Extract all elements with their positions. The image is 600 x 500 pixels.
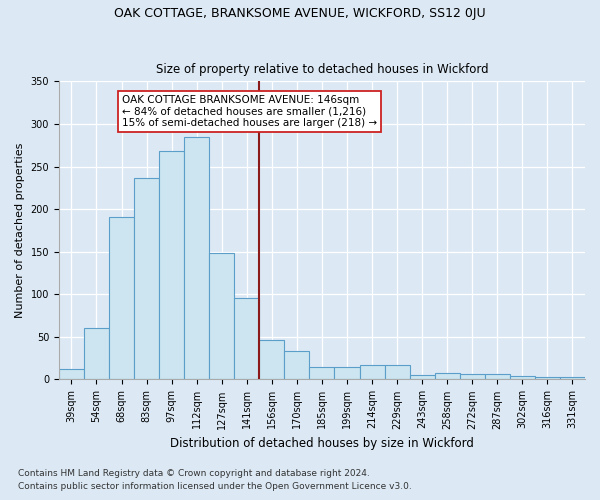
Bar (310, 366, 334, 380)
Bar (284, 352, 310, 380)
Bar (109, 217, 134, 380)
Bar (385, 365, 410, 380)
Title: Size of property relative to detached houses in Wickford: Size of property relative to detached ho… (155, 63, 488, 76)
Bar (359, 365, 385, 380)
Bar (59, 369, 84, 380)
Bar (460, 374, 485, 380)
Text: OAK COTTAGE BRANKSOME AVENUE: 146sqm
← 84% of detached houses are smaller (1,216: OAK COTTAGE BRANKSOME AVENUE: 146sqm ← 8… (122, 94, 377, 128)
Bar (485, 374, 510, 380)
Text: OAK COTTAGE, BRANKSOME AVENUE, WICKFORD, SS12 0JU: OAK COTTAGE, BRANKSOME AVENUE, WICKFORD,… (114, 8, 486, 20)
Bar (560, 377, 585, 380)
Y-axis label: Number of detached properties: Number of detached properties (15, 142, 25, 318)
Bar (209, 254, 234, 380)
Bar (234, 298, 259, 380)
X-axis label: Distribution of detached houses by size in Wickford: Distribution of detached houses by size … (170, 437, 474, 450)
Bar (84, 328, 109, 380)
Bar (334, 366, 359, 380)
Bar (159, 151, 184, 380)
Bar (410, 375, 434, 380)
Bar (434, 372, 460, 380)
Text: Contains HM Land Registry data © Crown copyright and database right 2024.: Contains HM Land Registry data © Crown c… (18, 468, 370, 477)
Bar (259, 340, 284, 380)
Bar (510, 376, 535, 380)
Bar (535, 377, 560, 380)
Bar (134, 178, 159, 380)
Bar (184, 136, 209, 380)
Text: Contains public sector information licensed under the Open Government Licence v3: Contains public sector information licen… (18, 482, 412, 491)
